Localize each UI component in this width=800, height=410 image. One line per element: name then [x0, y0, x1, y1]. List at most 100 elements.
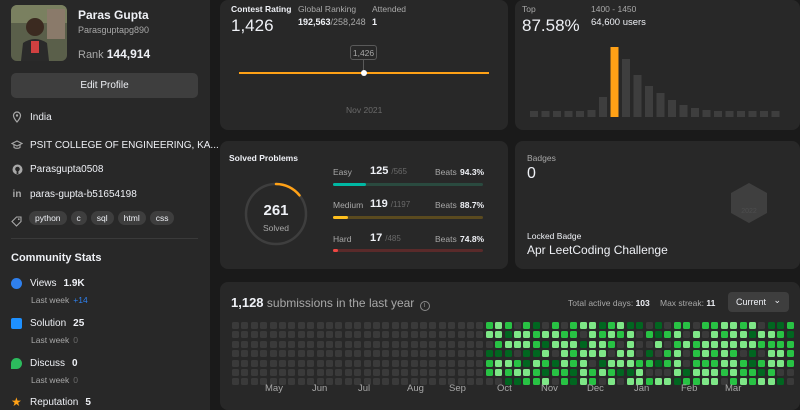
heatmap-cell[interactable]: [448, 340, 456, 348]
heatmap-cell[interactable]: [777, 369, 785, 376]
heatmap-cell[interactable]: [307, 350, 315, 358]
heatmap-cell[interactable]: [711, 369, 719, 376]
edit-profile-button[interactable]: Edit Profile: [11, 73, 198, 98]
heatmap-cell[interactable]: [448, 350, 456, 358]
heatmap-cell[interactable]: [720, 369, 728, 376]
heatmap-cell[interactable]: [316, 350, 324, 358]
heatmap-cell[interactable]: [561, 369, 568, 376]
heatmap-cell[interactable]: [758, 340, 766, 348]
heatmap-cell[interactable]: [777, 322, 785, 329]
heatmap-cell[interactable]: [683, 378, 691, 386]
heatmap-cell[interactable]: [260, 350, 268, 358]
heatmap-cell[interactable]: [373, 322, 380, 329]
heatmap-cell[interactable]: [683, 331, 691, 339]
heatmap-cell[interactable]: [504, 331, 512, 339]
heatmap-cell[interactable]: [297, 359, 305, 367]
heatmap-cell[interactable]: [767, 369, 775, 376]
info-icon[interactable]: i: [419, 301, 430, 311]
heatmap-cell[interactable]: [438, 369, 446, 376]
heatmap-cell[interactable]: [767, 359, 775, 367]
heatmap-cell[interactable]: [786, 369, 794, 376]
heatmap-cell[interactable]: [617, 369, 625, 376]
heatmap-cell[interactable]: [335, 340, 343, 348]
heatmap-cell[interactable]: [476, 340, 484, 348]
heatmap-cell[interactable]: [598, 331, 606, 339]
heatmap-cell[interactable]: [514, 350, 521, 358]
heatmap-cell[interactable]: [767, 340, 775, 348]
heatmap-cell[interactable]: [749, 378, 756, 386]
heatmap-cell[interactable]: [598, 359, 606, 367]
heatmap-cell[interactable]: [495, 331, 503, 339]
heatmap-cell[interactable]: [241, 322, 249, 329]
heatmap-cell[interactable]: [579, 378, 587, 386]
heatmap-cell[interactable]: [429, 322, 437, 329]
heatmap-cell[interactable]: [645, 322, 653, 329]
avatar[interactable]: [11, 5, 67, 61]
heatmap-cell[interactable]: [420, 369, 427, 376]
heatmap-cell[interactable]: [232, 322, 239, 329]
heatmap-cell[interactable]: [777, 331, 785, 339]
skill-tag[interactable]: html: [117, 211, 146, 225]
heatmap-cell[interactable]: [401, 369, 409, 376]
heatmap-cell[interactable]: [344, 378, 352, 386]
heatmap-cell[interactable]: [288, 378, 296, 386]
heatmap-cell[interactable]: [570, 340, 578, 348]
heatmap-cell[interactable]: [476, 359, 484, 367]
heatmap-cell[interactable]: [391, 359, 399, 367]
heatmap-cell[interactable]: [683, 359, 691, 367]
heatmap-cell[interactable]: [589, 369, 597, 376]
heatmap-cell[interactable]: [448, 369, 456, 376]
heatmap-cell[interactable]: [410, 340, 418, 348]
heatmap-cell[interactable]: [288, 322, 296, 329]
heatmap-cell[interactable]: [232, 378, 239, 386]
heatmap-cell[interactable]: [617, 359, 625, 367]
skill-tag[interactable]: c: [70, 211, 87, 225]
heatmap-cell[interactable]: [410, 359, 418, 367]
heatmap-cell[interactable]: [250, 378, 258, 386]
heatmap-cell[interactable]: [542, 340, 550, 348]
heatmap-cell[interactable]: [269, 350, 277, 358]
heatmap-cell[interactable]: [260, 378, 268, 386]
heatmap-cell[interactable]: [476, 331, 484, 339]
heatmap-cell[interactable]: [241, 350, 249, 358]
heatmap-cell[interactable]: [777, 350, 785, 358]
heatmap-cell[interactable]: [730, 378, 738, 386]
heatmap-cell[interactable]: [551, 340, 559, 348]
heatmap-cell[interactable]: [739, 322, 747, 329]
heatmap-cell[interactable]: [730, 369, 738, 376]
heatmap-cell[interactable]: [391, 350, 399, 358]
heatmap-cell[interactable]: [391, 378, 399, 386]
heatmap-cell[interactable]: [297, 369, 305, 376]
heatmap-cell[interactable]: [467, 340, 474, 348]
heatmap-cell[interactable]: [608, 359, 615, 367]
heatmap-cell[interactable]: [617, 340, 625, 348]
heatmap-cell[interactable]: [720, 340, 728, 348]
heatmap-cell[interactable]: [438, 340, 446, 348]
heatmap-cell[interactable]: [579, 359, 587, 367]
heatmap-cell[interactable]: [241, 378, 249, 386]
heatmap-cell[interactable]: [570, 378, 578, 386]
skill-tag[interactable]: python: [29, 211, 67, 225]
heatmap-cell[interactable]: [579, 340, 587, 348]
heatmap-cell[interactable]: [288, 331, 296, 339]
heatmap-cell[interactable]: [645, 340, 653, 348]
github-link[interactable]: Parasgupta0508: [30, 163, 104, 175]
heatmap-cell[interactable]: [344, 331, 352, 339]
heatmap-cell[interactable]: [758, 378, 766, 386]
heatmap-cell[interactable]: [297, 350, 305, 358]
heatmap-cell[interactable]: [326, 322, 333, 329]
heatmap-cell[interactable]: [758, 350, 766, 358]
heatmap-cell[interactable]: [664, 331, 672, 339]
heatmap-cell[interactable]: [241, 369, 249, 376]
heatmap-cell[interactable]: [655, 331, 662, 339]
heatmap-cell[interactable]: [429, 359, 437, 367]
heatmap-cell[interactable]: [504, 340, 512, 348]
heatmap-cell[interactable]: [382, 322, 390, 329]
heatmap-cell[interactable]: [448, 322, 456, 329]
heatmap-cell[interactable]: [739, 340, 747, 348]
heatmap-cell[interactable]: [570, 359, 578, 367]
linkedin-link[interactable]: paras-gupta-b51654198: [30, 188, 137, 200]
heatmap-cell[interactable]: [739, 378, 747, 386]
heatmap-cell[interactable]: [749, 340, 756, 348]
heatmap-cell[interactable]: [382, 350, 390, 358]
